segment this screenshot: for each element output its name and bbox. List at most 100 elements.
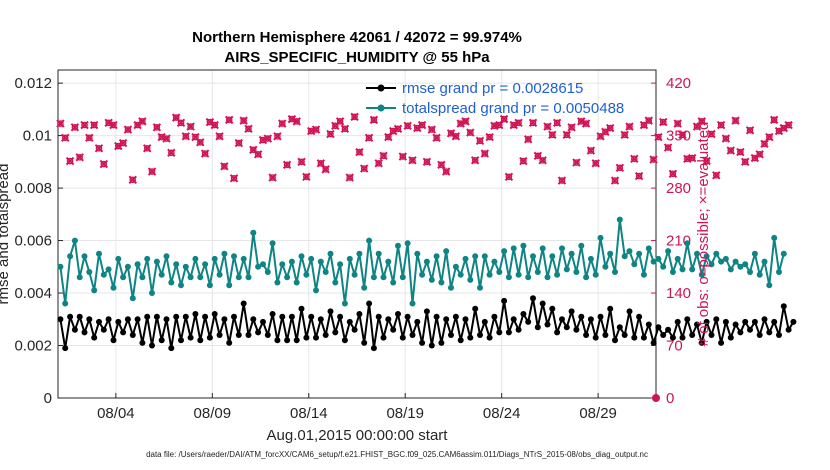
series-marker [395,242,401,249]
obs-marker [451,132,461,141]
series-marker [206,334,213,341]
legend-spread-marker [377,104,385,112]
series-marker [115,255,122,262]
series-marker [129,295,136,302]
y-tick-label: 0.008 [14,180,52,197]
series-marker [568,250,575,257]
obs-marker [253,150,263,159]
series-marker [554,271,561,278]
series-marker [650,258,657,265]
series-marker [462,255,469,262]
series-marker [361,339,368,346]
series-marker [240,300,247,307]
obs-marker [268,173,277,182]
series-marker [486,271,493,278]
obs-marker [755,150,764,159]
series-marker [722,255,729,262]
series-marker [375,313,382,320]
series-marker [698,271,705,278]
legend: rmse grand pr = 0.0028615 totalspread gr… [366,80,624,117]
obs-marker [461,117,470,126]
obs-marker [630,154,639,164]
series-marker [226,339,233,346]
series-marker [751,318,758,325]
obs-marker [181,132,191,141]
series-marker [573,326,580,333]
obs-marker [562,130,571,140]
series-marker [317,258,324,265]
obs-marker [321,165,330,174]
obs-marker [673,119,682,128]
obs-marker [360,164,369,173]
series-marker [298,305,305,312]
obs-marker [355,147,364,157]
series-marker [616,216,623,223]
series-marker [737,263,744,270]
series-marker [645,245,652,252]
series-marker [216,332,223,338]
series-marker [370,345,377,352]
series-marker [284,274,291,281]
obs-marker [470,156,480,165]
obs-marker [273,132,282,141]
series-marker [694,321,700,328]
series-marker [747,269,753,275]
plot-area [57,69,657,399]
chart-title: Northern Hemisphere 42061 / 42072 = 99.9… [192,29,522,46]
series-marker [616,324,623,331]
obs-marker [605,123,615,133]
series-marker [337,261,344,268]
series-marker [346,255,353,262]
series-marker [462,316,469,323]
series-marker [134,316,141,323]
series-marker [385,258,392,265]
series-marker [640,334,647,341]
obs-marker [374,159,383,168]
obs-marker [244,124,253,134]
obs-marker [567,123,576,132]
series-marker [665,326,672,333]
obs-marker [731,116,740,125]
series-marker [761,258,768,265]
obs-marker [422,157,432,167]
series-marker [563,324,570,331]
obs-marker [659,117,668,127]
obs-marker [65,156,75,166]
series-marker [395,311,401,317]
series-marker [501,297,508,304]
series-marker [409,300,416,307]
x-tick-label: 08/09 [194,405,232,422]
series-marker [187,274,194,281]
series-marker [269,240,276,247]
series-marker [703,318,710,325]
obs-marker [297,157,306,167]
series-marker [366,300,373,307]
series-marker [718,258,725,265]
series-marker [332,279,339,286]
series-marker [235,274,242,281]
obs-marker [335,117,345,126]
data-file-footer: data file: /Users/raeder/DAI/ATM_forcXX/… [146,450,648,459]
obs-marker [615,163,625,173]
series-marker [153,258,160,265]
obs-marker [707,129,716,139]
obs-marker [340,124,350,134]
series-marker [202,261,209,268]
series-marker [158,337,165,344]
series-marker [438,339,445,346]
series-marker [525,318,532,325]
series-marker [554,329,561,336]
series-marker [414,318,421,325]
obs-marker [712,171,721,180]
series-marker [269,311,276,317]
obs-marker [311,125,321,134]
y-tick-label: 0.004 [14,285,52,302]
series-marker [785,326,792,333]
series-marker [423,258,430,265]
series-marker [332,329,339,336]
totalspread-series [57,216,787,307]
obs-marker [196,138,205,147]
series-marker [443,316,450,323]
obs-marker [398,152,408,161]
series-marker [120,329,127,336]
